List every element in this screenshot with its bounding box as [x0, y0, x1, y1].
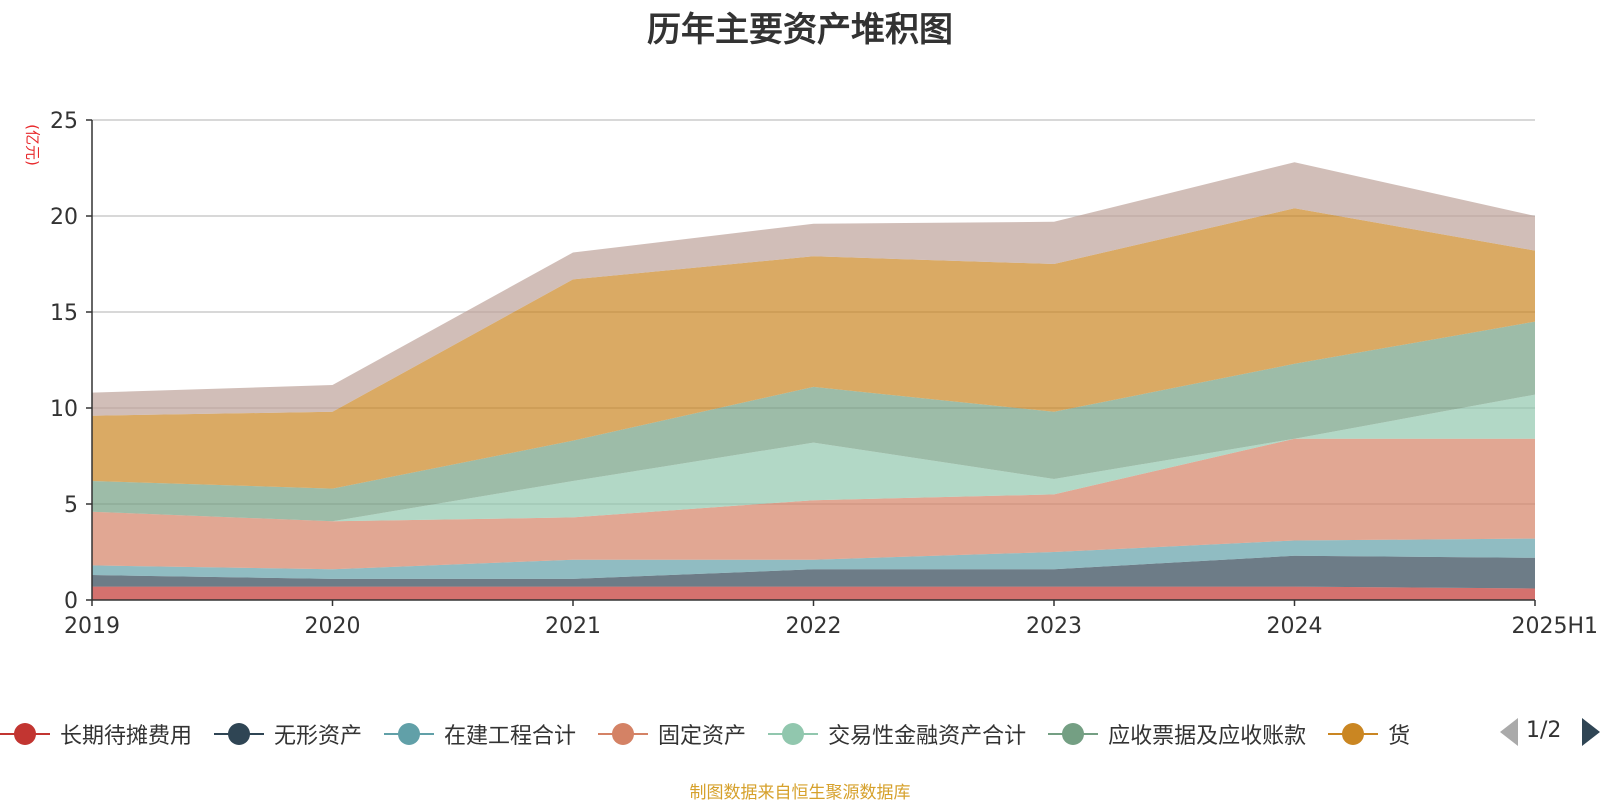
y-axis-unit-label: (亿元) — [23, 124, 42, 166]
legend-label: 应收票据及应收账款 — [1108, 724, 1307, 749]
legend-label: 无形资产 — [274, 724, 363, 749]
legend-label: 货 — [1388, 724, 1411, 749]
area-series-8 — [92, 162, 1535, 416]
y-tick-label: 0 — [64, 589, 78, 614]
x-tick-label: 2024 — [1267, 614, 1323, 639]
y-tick-label: 10 — [50, 397, 78, 422]
area-series-1 — [92, 586, 1535, 600]
legend-item[interactable]: 长期待摊费用 — [0, 714, 192, 754]
chart-title: 历年主要资产堆积图 — [647, 10, 953, 50]
x-tick-label: 2025H1 — [1511, 614, 1598, 639]
area-series-5 — [92, 394, 1535, 522]
legend-item[interactable]: 货 — [1328, 714, 1410, 754]
area-series-6 — [92, 321, 1535, 522]
x-tick-label: 2023 — [1026, 614, 1082, 639]
legend-marker-icon — [598, 714, 649, 754]
legend-prev-page-icon[interactable] — [1500, 718, 1518, 746]
x-tick-label: 2021 — [545, 614, 601, 639]
legend-label: 交易性金融资产合计 — [828, 724, 1027, 749]
legend-item[interactable]: 无形资产 — [214, 714, 362, 754]
legend-page-indicator: 1/2 — [1526, 718, 1562, 743]
area-series-7 — [92, 208, 1535, 489]
legend-label: 在建工程合计 — [444, 724, 577, 749]
axes: 0 5 10 15 20 25 2019 2020 2021 2022 2023 2024 2025H1 — [50, 109, 1598, 639]
legend-marker-icon — [1328, 714, 1379, 754]
legend-marker-icon — [768, 714, 819, 754]
legend-items: 长期待摊费用 无形资产 在建工程合计 固定资产 交易性金融资产合计 应收票据及应收账款 货 — [0, 714, 1470, 754]
y-tick-label: 25 — [50, 109, 78, 134]
y-tick-label: 20 — [50, 205, 78, 230]
legend-item[interactable]: 交易性金融资产合计 — [768, 714, 1026, 754]
legend-item[interactable]: 应收票据及应收账款 — [1048, 714, 1306, 754]
x-tick-label: 2020 — [305, 614, 361, 639]
legend-marker-icon — [384, 714, 435, 754]
source-note: 制图数据来自恒生聚源数据库 — [689, 783, 911, 803]
legend-item[interactable]: 固定资产 — [598, 714, 746, 754]
area-series-3 — [92, 538, 1535, 579]
legend: 长期待摊费用 无形资产 在建工程合计 固定资产 交易性金融资产合计 应收票据及应收账款 货 — [0, 714, 1600, 754]
legend-label: 长期待摊费用 — [60, 724, 193, 749]
x-tick-label: 2022 — [786, 614, 842, 639]
legend-marker-icon — [0, 714, 50, 754]
y-tick-label: 5 — [64, 493, 78, 518]
area-series-2 — [92, 555, 1535, 589]
legend-marker-icon — [1048, 714, 1099, 754]
area-series — [92, 162, 1535, 600]
legend-marker-icon — [214, 714, 265, 754]
area-series-4 — [92, 438, 1535, 570]
legend-label: 固定资产 — [658, 724, 747, 749]
legend-next-page-icon[interactable] — [1582, 718, 1600, 746]
y-tick-label: 15 — [50, 301, 78, 326]
legend-item[interactable]: 在建工程合计 — [384, 714, 576, 754]
x-tick-label: 2019 — [64, 614, 120, 639]
